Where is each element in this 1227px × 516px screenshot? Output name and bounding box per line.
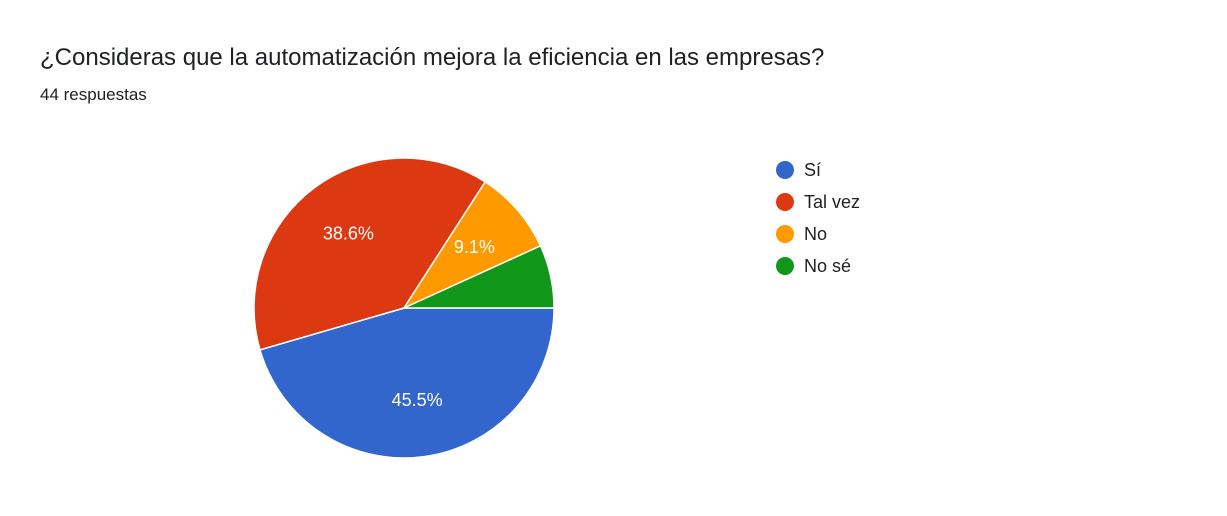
pie-slices — [253, 157, 555, 459]
legend-item-no-se[interactable]: No sé — [776, 250, 860, 282]
response-count: 44 respuestas — [40, 85, 147, 104]
legend-item-no[interactable]: No — [776, 218, 860, 250]
pie-data-label-1: 45.5% — [392, 390, 443, 410]
pie-slice-2[interactable] — [253, 157, 487, 351]
legend-swatch — [776, 225, 794, 243]
pie-slice-4[interactable] — [403, 244, 555, 309]
pie-data-label-3: 9.1% — [454, 237, 495, 257]
pie-data-labels: 45.5% 38.6% 9.1% — [323, 223, 495, 410]
pie-slice-1[interactable] — [259, 307, 555, 459]
legend-label: No sé — [804, 255, 852, 276]
legend-item-tal-vez[interactable]: Tal vez — [776, 186, 860, 218]
question-title: ¿Consideras que la automatización mejora… — [40, 44, 825, 71]
legend: Sí Tal vez No No sé — [776, 154, 860, 282]
legend-label: Sí — [804, 159, 822, 180]
legend-swatch — [776, 193, 794, 211]
legend-label: No — [804, 223, 828, 244]
legend-label: Tal vez — [804, 191, 861, 212]
legend-item-si[interactable]: Sí — [776, 154, 860, 186]
pie-data-label-2: 38.6% — [323, 223, 374, 243]
legend-swatch — [776, 257, 794, 275]
legend-swatch — [776, 161, 794, 179]
pie-slice-3[interactable] — [401, 180, 542, 310]
